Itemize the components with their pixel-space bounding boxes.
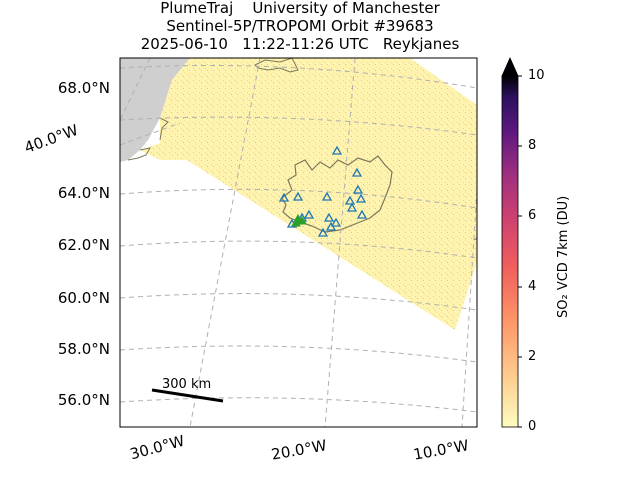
blue-triangle-icon bbox=[325, 221, 337, 231]
blue-triangle-icon bbox=[344, 195, 356, 205]
vent-markers bbox=[291, 213, 307, 227]
title-line-2: Sentinel-5P/TROPOMI Orbit #39683 bbox=[166, 17, 434, 35]
blue-triangle-icon bbox=[317, 227, 329, 237]
colorbar-tick-4: 4 bbox=[528, 279, 537, 294]
blue-triangle-icon bbox=[292, 191, 304, 201]
blue-triangle-icon bbox=[346, 202, 358, 212]
blue-triangle-icon bbox=[352, 184, 364, 194]
lat-label-56n: 56.0°N bbox=[57, 391, 110, 409]
blue-triangle-icon bbox=[355, 193, 367, 203]
title-line-1: PlumeTraj University of Manchester bbox=[160, 0, 440, 17]
longitude-gridlines bbox=[120, 58, 477, 427]
colorbar-tick-8: 8 bbox=[528, 138, 537, 153]
lat-label-58n: 58.0°N bbox=[57, 340, 110, 358]
lat-label-64n: 64.0°N bbox=[57, 184, 110, 202]
blue-triangle-icon bbox=[331, 145, 343, 155]
colorbar bbox=[501, 75, 519, 428]
colorbar-tick-10: 10 bbox=[528, 68, 545, 83]
satellite-swath bbox=[160, 58, 477, 330]
colorbar-ticks bbox=[518, 75, 522, 428]
latitude-gridlines bbox=[120, 65, 477, 413]
blue-triangle-icon bbox=[321, 191, 333, 201]
blue-triangle-icon bbox=[303, 209, 315, 219]
blue-triangle-icon bbox=[278, 192, 290, 202]
title-line-3: 2025-06-10 11:22-11:26 UTC Reykjanes bbox=[140, 35, 460, 53]
greenland-coastline bbox=[127, 117, 169, 161]
lat-label-68n: 68.0°N bbox=[57, 79, 110, 97]
colorbar-label: SO₂ VCD 7km (DU) bbox=[556, 195, 571, 318]
colorbar-tick-2: 2 bbox=[528, 349, 537, 364]
colorbar-extend-arrow bbox=[501, 57, 519, 77]
scale-bar-label: 300 km bbox=[162, 377, 212, 392]
blue-triangle-icon bbox=[356, 209, 368, 219]
map-frame bbox=[119, 57, 478, 428]
lat-label-60n: 60.0°N bbox=[57, 289, 110, 307]
green-triangle-icon bbox=[297, 215, 307, 225]
colorbar-tick-6: 6 bbox=[528, 208, 537, 223]
blue-triangle-icon bbox=[351, 167, 363, 177]
blue-triangle-icon bbox=[323, 212, 335, 222]
colorbar-tick-0: 0 bbox=[528, 419, 537, 434]
green-triangle-icon bbox=[291, 217, 301, 227]
scale-bar bbox=[151, 388, 224, 403]
blue-triangle-icon bbox=[330, 217, 342, 227]
iceland-coastline bbox=[281, 155, 393, 233]
lat-label-62n: 62.0°N bbox=[57, 236, 110, 254]
